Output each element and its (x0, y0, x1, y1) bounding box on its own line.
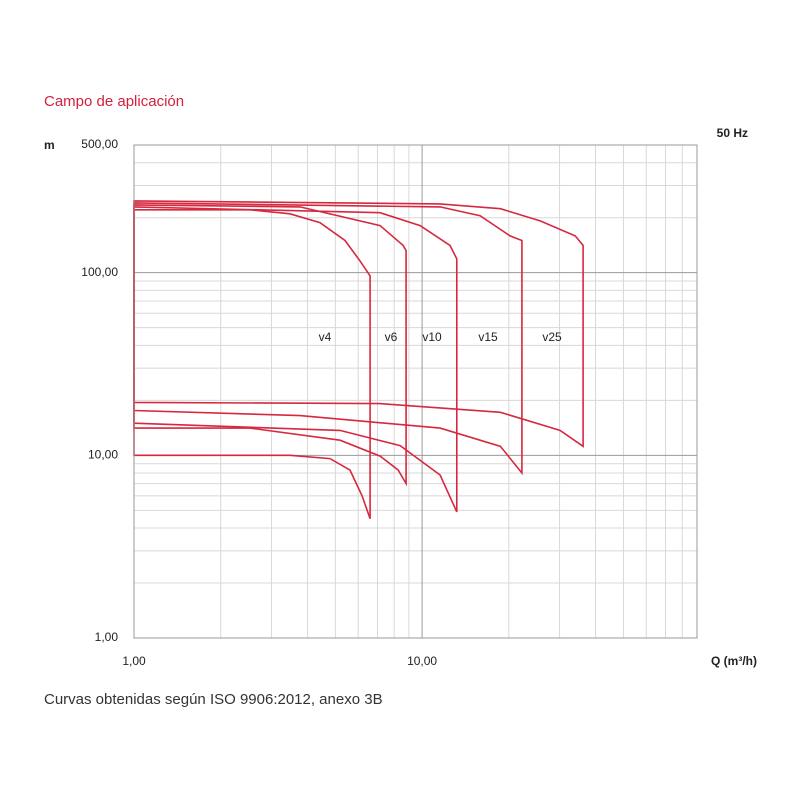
series-label: v6 (385, 330, 398, 344)
y-tick-label: 1,00 (95, 630, 119, 644)
plot-area (133, 200, 584, 519)
series-label: v4 (319, 330, 332, 344)
y-tick-label: 100,00 (81, 265, 118, 279)
x-tick-label: 1,00 (122, 654, 146, 668)
x-tick-label: 10,00 (407, 654, 437, 668)
pump-curve (133, 204, 407, 487)
y-tick-label: 10,00 (88, 448, 118, 462)
pump-curve (133, 202, 523, 476)
grid (133, 144, 697, 639)
chart-title: Campo de aplicación (44, 93, 184, 110)
y-tick-label: 500,00 (81, 137, 118, 151)
caption: Curvas obtenidas según ISO 9906:2012, an… (44, 691, 383, 708)
pump-curve (133, 209, 371, 519)
pump-curve (133, 200, 584, 448)
x-axis-label: Q (m³/h) (711, 654, 757, 668)
pump-curve (133, 206, 458, 513)
series-label: v15 (478, 330, 498, 344)
series-label: v25 (542, 330, 562, 344)
frequency-label: 50 Hz (717, 126, 748, 140)
y-axis-label: m (44, 138, 55, 152)
series-label: v10 (422, 330, 442, 344)
plot-frame (133, 144, 698, 639)
